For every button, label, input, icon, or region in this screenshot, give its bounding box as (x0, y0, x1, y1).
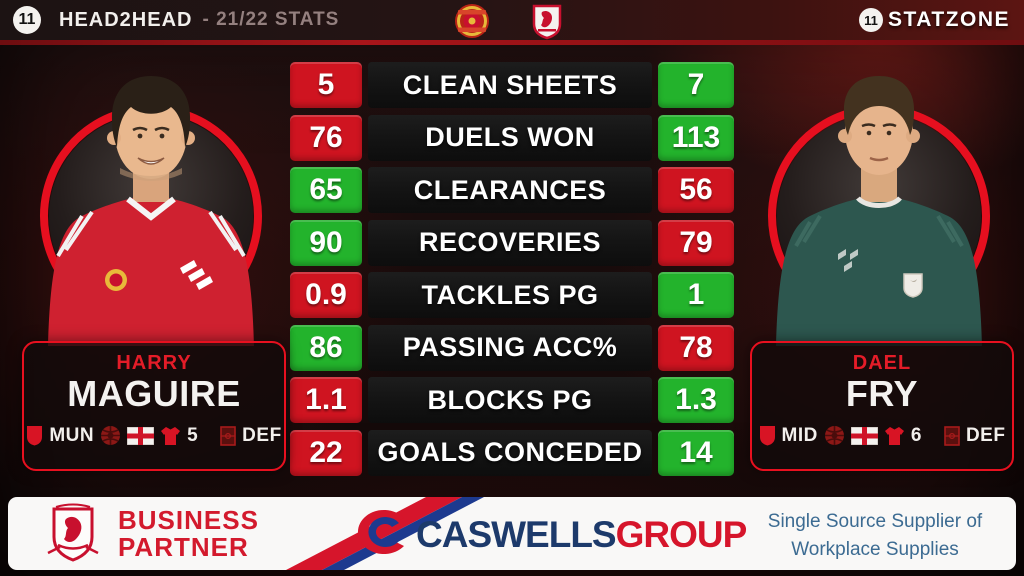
club-shield-icon (27, 426, 43, 446)
left-player-stat-value: 65 (290, 167, 362, 213)
globe-icon (824, 426, 844, 446)
left-player-card: HARRY MAGUIRE MUN (22, 50, 287, 480)
header-divider (0, 40, 1024, 45)
stat-row: 76 DUELS WON 113 (290, 114, 734, 161)
club-abbr-label: MID (781, 424, 818, 446)
left-player-stat-value: 5 (290, 62, 362, 108)
stat-label: RECOVERIES (368, 219, 652, 266)
player-badges-row: MID 6 (759, 425, 1006, 447)
header-bar: 11 HEAD2HEAD - 21/22 STATS 11 STATZONE (0, 0, 1024, 40)
stat-label: CLEAN SHEETS (368, 62, 652, 108)
stat-label: CLEARANCES (368, 167, 652, 213)
player-first-name: DAEL (852, 352, 912, 374)
page-subtitle: - 21/22 STATS (202, 9, 340, 30)
right-player-card: DAEL FRY MID (750, 50, 1015, 480)
player-last-name: FRY (845, 373, 919, 414)
statzone-wordmark: STATZONE (887, 8, 1010, 31)
stat-row: 65 CLEARANCES 56 (290, 167, 734, 213)
stat-label: DUELS WON (368, 114, 652, 161)
caswells-c-icon (357, 510, 404, 554)
left-player-nameplate: HARRY MAGUIRE MUN (22, 341, 286, 471)
left-player-stat-value: 0.9 (290, 272, 362, 318)
left-player-stat-value: 22 (290, 429, 362, 476)
england-flag-icon (850, 426, 878, 445)
stat-row: 90 RECOVERIES 79 (290, 219, 734, 266)
stat-row: 5 CLEAN SHEETS 7 (290, 62, 734, 108)
right-player-stat-value: 113 (658, 114, 734, 161)
position-label: DEF (965, 424, 1006, 446)
left-player-stat-value: 86 (290, 324, 362, 371)
shirt-icon (161, 426, 181, 445)
pitch-board-icon (944, 425, 960, 446)
caswells-word: CASWELLS (416, 514, 617, 555)
right-player-stat-value: 1 (658, 272, 734, 318)
middlesbrough-crest-icon (532, 4, 562, 40)
shirt-icon (884, 426, 904, 445)
manutd-crest-icon (455, 4, 489, 38)
right-player-stat-value: 1.3 (658, 377, 734, 423)
statzone-logo-icon: 11 (858, 8, 883, 32)
stat-label: GOALS CONCEDED (368, 429, 652, 476)
right-player-stat-value: 56 (658, 167, 734, 213)
left-player-stat-value: 90 (290, 219, 362, 266)
player-last-name: MAGUIRE (67, 373, 241, 414)
group-word: GROUP (615, 514, 748, 555)
right-player-nameplate: DAEL FRY MID (750, 341, 1014, 471)
stat-label: TACKLES PG (368, 272, 652, 318)
stat-label: BLOCKS PG (368, 377, 652, 423)
business-partner-line1: BUSINESS (118, 505, 259, 535)
caswells-wordmark: CASWELLSGROUP (416, 514, 748, 556)
page-title: HEAD2HEAD (59, 8, 193, 31)
right-player-stat-value: 79 (658, 219, 734, 266)
right-player-stat-value: 78 (658, 324, 734, 371)
stat-row: 22 GOALS CONCEDED 14 (290, 429, 734, 476)
england-flag-icon (127, 426, 155, 445)
business-partner-line2: PARTNER (118, 531, 249, 562)
left-player-stat-value: 1.1 (290, 377, 362, 423)
position-label: DEF (242, 424, 282, 446)
shirt-number-label: 5 (187, 424, 199, 446)
club-abbr-label: MUN (49, 424, 95, 446)
club-shield-icon (759, 426, 775, 446)
statzone-brand: 11 STATZONE (858, 0, 1010, 40)
player-first-name: HARRY (116, 352, 192, 374)
stats-comparison-list: 5 CLEAN SHEETS 7 76 DUELS WON 113 65 CLE… (290, 62, 734, 476)
sponsor-tagline-line2: Workplace Supplies (791, 538, 959, 560)
stat-row: 86 PASSING ACC% 78 (290, 324, 734, 371)
player-badges-row: MUN 5 (26, 425, 281, 447)
stat-row: 1.1 BLOCKS PG 1.3 (290, 377, 734, 423)
statzone-logo-icon: 11 (13, 6, 41, 34)
shirt-number-label: 6 (910, 424, 922, 446)
left-player-stat-value: 76 (290, 114, 362, 161)
middlesbrough-crest-icon (47, 503, 99, 562)
business-partner-label: BUSINESS PARTNER (118, 507, 259, 560)
sponsor-tagline: Single Source Supplier of Workplace Supp… (760, 508, 990, 563)
sponsor-tagline-line1: Single Source Supplier of (767, 511, 983, 532)
caswells-group-logo: CASWELLSGROUP (352, 504, 748, 560)
pitch-board-icon (220, 425, 236, 446)
sponsor-footer-bar: BUSINESS PARTNER CASWELLSGROUP Single So… (8, 497, 1016, 570)
stat-label: PASSING ACC% (368, 324, 652, 371)
dael-fry-photo (776, 76, 982, 346)
stat-row: 0.9 TACKLES PG 1 (290, 272, 734, 318)
right-player-stat-value: 14 (658, 429, 734, 476)
right-player-stat-value: 7 (658, 62, 734, 108)
harry-maguire-photo (48, 76, 254, 346)
globe-icon (101, 426, 121, 446)
